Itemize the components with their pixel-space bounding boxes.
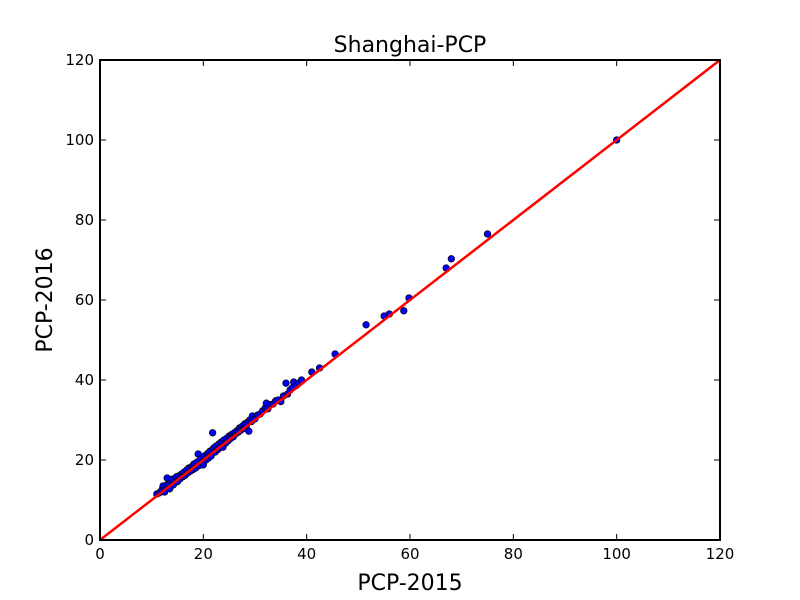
y-tick-label: 40 [75, 371, 94, 389]
y-tick-label: 120 [65, 51, 94, 69]
y-tick-label: 80 [75, 211, 94, 229]
scatter-point [208, 429, 217, 437]
scatter-point [362, 321, 370, 329]
y-axis-ticks: 0 20 40 60 80 100 120 [65, 51, 720, 549]
y-axis-label: PCP-2016 [33, 247, 58, 352]
x-axis-ticks: 0 20 40 60 80 100 120 [95, 60, 734, 563]
x-axis-label: PCP-2015 [357, 571, 462, 596]
y-tick-label: 0 [84, 531, 94, 549]
y-tick-label: 20 [75, 451, 94, 469]
x-tick-label: 60 [400, 545, 419, 563]
scatter-point [483, 230, 492, 238]
y-tick-label: 60 [75, 291, 94, 309]
y-tick-label: 100 [65, 131, 94, 149]
chart-title: Shanghai-PCP [334, 33, 487, 58]
x-tick-label: 100 [602, 545, 631, 563]
x-tick-label: 40 [297, 545, 316, 563]
reference-line [99, 59, 721, 541]
x-tick-label: 20 [194, 545, 213, 563]
scatter-point [245, 427, 253, 435]
x-tick-label: 120 [706, 545, 735, 563]
plot-area [99, 59, 721, 541]
scatter-point [400, 307, 408, 315]
x-tick-label: 80 [504, 545, 523, 563]
scatter-point [282, 379, 290, 387]
x-tick-label: 0 [95, 545, 105, 563]
scatter-point [447, 255, 455, 263]
